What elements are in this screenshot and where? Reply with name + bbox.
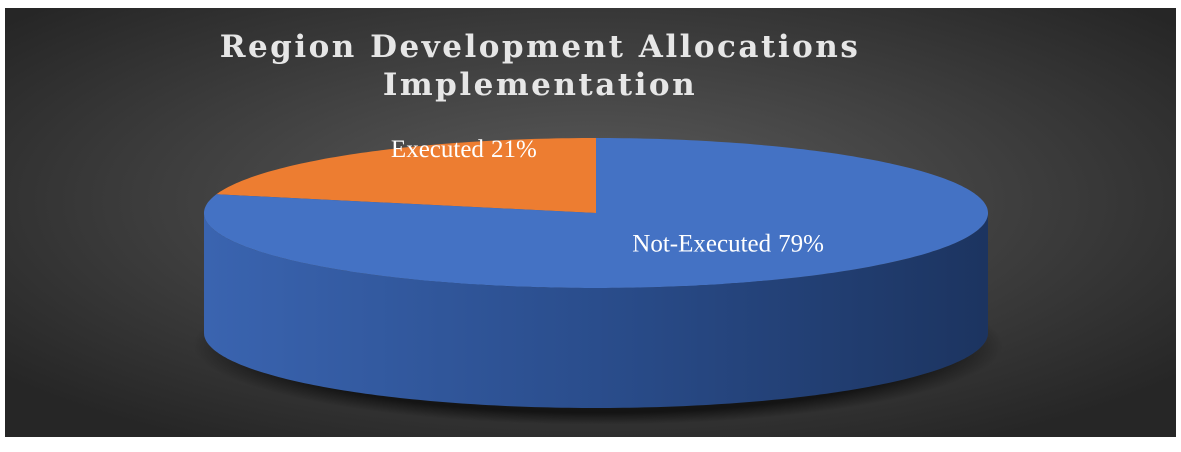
data-label: Not-Executed 79% [632, 230, 824, 257]
value-label: 79% [778, 230, 824, 257]
pie-slice [204, 138, 988, 288]
pie-side [204, 213, 988, 408]
pie-slice [216, 138, 597, 213]
pie: Executed 21% Not-Executed 79% [204, 136, 988, 408]
category-label: Executed [391, 136, 485, 163]
value-label: 21% [491, 136, 537, 163]
category-label: Not-Executed [632, 230, 771, 257]
data-label: Executed 21% [391, 136, 537, 163]
chart-title: Region Development Allocations Implement… [219, 29, 861, 103]
